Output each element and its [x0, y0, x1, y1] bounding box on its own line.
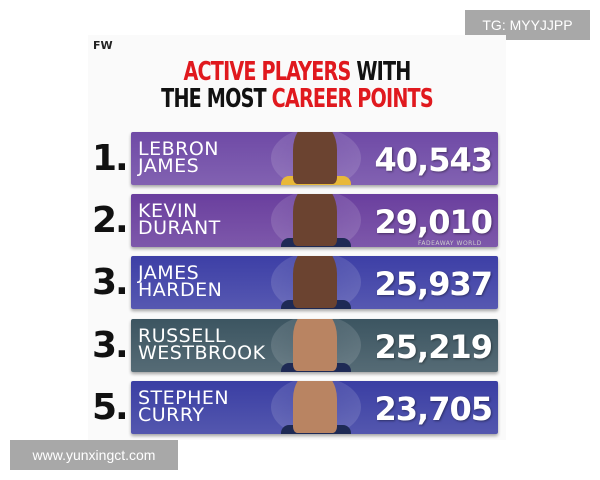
- last-name: HARDEN: [138, 279, 223, 301]
- title-line-1: ACTIVE PLAYERS WITH: [126, 59, 469, 86]
- player-name: LEBRON JAMES: [138, 138, 219, 177]
- player-bar: JAMES HARDEN 25,937: [131, 256, 498, 309]
- first-name: LEBRON: [138, 138, 219, 160]
- player-portrait-icon: [293, 194, 337, 246]
- rank: 2.: [92, 200, 129, 241]
- career-points: 25,219: [374, 328, 493, 366]
- first-name: KEVIN: [138, 200, 198, 222]
- player-row: 2. KEVIN DURANT 29,010: [88, 194, 506, 247]
- player-name: STEPHEN CURRY: [138, 387, 230, 426]
- last-name: JAMES: [138, 155, 200, 177]
- career-points: 40,543: [374, 141, 493, 179]
- career-points: 23,705: [374, 390, 493, 428]
- player-row: 3. JAMES HARDEN 25,937: [88, 256, 506, 309]
- rank: 3.: [92, 325, 129, 366]
- rank: 3.: [92, 262, 129, 303]
- title-red-2: CAREER POINTS: [271, 84, 434, 114]
- rank: 5.: [92, 387, 129, 428]
- last-name: WESTBROOK: [138, 342, 266, 364]
- player-portrait-icon: [293, 256, 337, 308]
- player-bar: LEBRON JAMES 40,543: [131, 132, 498, 185]
- title-black-2: THE MOST: [161, 84, 266, 114]
- infographic: FW ACTIVE PLAYERS WITH THE MOST CAREER P…: [88, 35, 506, 440]
- player-bar: KEVIN DURANT 29,010: [131, 194, 498, 247]
- player-row: 1. LEBRON JAMES 40,543: [88, 132, 506, 185]
- player-portrait-icon: [293, 319, 337, 371]
- player-portrait-icon: [293, 381, 337, 433]
- player-name: JAMES HARDEN: [138, 262, 223, 301]
- title-black-1: WITH: [356, 57, 411, 87]
- career-points: 25,937: [374, 265, 493, 303]
- player-name: KEVIN DURANT: [138, 200, 221, 239]
- player-bar: RUSSELL WESTBROOK 25,219: [131, 319, 498, 372]
- last-name: CURRY: [138, 404, 205, 426]
- credit: FADEAWAY WORLD: [418, 240, 482, 247]
- watermark-bottom: www.yunxingct.com: [10, 440, 178, 470]
- career-points: 29,010: [374, 203, 493, 241]
- player-name: RUSSELL WESTBROOK: [138, 325, 266, 364]
- player-portrait-icon: [293, 132, 337, 184]
- last-name: DURANT: [138, 217, 221, 239]
- first-name: STEPHEN: [138, 387, 230, 409]
- title-line-2: THE MOST CAREER POINTS: [126, 86, 469, 113]
- first-name: JAMES: [138, 262, 200, 284]
- first-name: RUSSELL: [138, 325, 226, 347]
- rank: 1.: [92, 138, 129, 179]
- title-red-1: ACTIVE PLAYERS: [183, 57, 352, 87]
- player-row: 3. RUSSELL WESTBROOK 25,219: [88, 319, 506, 372]
- brand-logo: FW: [93, 39, 113, 52]
- player-row: 5. STEPHEN CURRY 23,705: [88, 381, 506, 434]
- player-bar: STEPHEN CURRY 23,705: [131, 381, 498, 434]
